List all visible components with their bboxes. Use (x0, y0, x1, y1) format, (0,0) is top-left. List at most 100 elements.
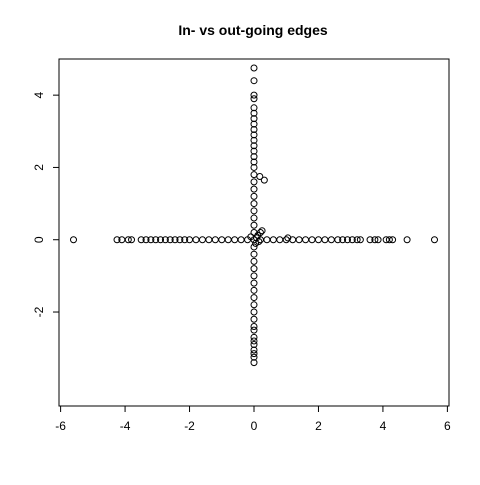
data-point (250, 171, 258, 179)
data-point (284, 234, 292, 242)
x-tick-label: -6 (55, 419, 66, 433)
data-point (250, 178, 258, 186)
data-point (250, 120, 258, 128)
data-point (70, 236, 78, 244)
x-tick-label: -4 (120, 419, 131, 433)
data-point (250, 192, 258, 200)
data-point (113, 236, 121, 244)
data-point (198, 236, 206, 244)
data-point (258, 227, 266, 235)
y-axis: -2 0 2 4 (32, 91, 60, 317)
data-point (250, 350, 258, 358)
data-point (250, 308, 258, 316)
data-point (250, 301, 258, 309)
data-point (250, 136, 258, 144)
data-point (250, 91, 258, 99)
data-point (181, 236, 189, 244)
data-point (250, 200, 258, 208)
data-point (389, 236, 397, 244)
data-point (250, 341, 258, 349)
data-point (247, 233, 255, 241)
data-point (176, 236, 184, 244)
data-point (374, 236, 382, 244)
data-point (250, 257, 258, 265)
data-points (70, 64, 438, 367)
data-point (157, 236, 165, 244)
data-point (276, 236, 284, 244)
data-point (252, 239, 260, 247)
data-point (250, 158, 258, 166)
data-point (166, 236, 174, 244)
data-point (250, 250, 258, 258)
data-point (137, 236, 145, 244)
data-point (192, 236, 200, 244)
x-axis: -6 -4 -2 0 2 4 6 (55, 405, 451, 433)
data-point (403, 236, 411, 244)
data-point (250, 359, 258, 367)
y-tick-label: 0 (32, 236, 46, 243)
data-point (250, 243, 258, 251)
data-point (250, 131, 258, 139)
data-point (356, 236, 364, 244)
data-point (250, 337, 258, 345)
data-point (295, 236, 303, 244)
data-point (250, 294, 258, 302)
data-point (366, 236, 374, 244)
data-point (263, 236, 271, 244)
chart-title: In- vs out-going edges (178, 22, 328, 38)
x-tick-label: 6 (444, 419, 451, 433)
data-point (334, 236, 342, 244)
data-point (124, 236, 132, 244)
data-point (250, 214, 258, 222)
data-point (205, 236, 213, 244)
y-tick-label: 4 (32, 91, 46, 98)
data-point (339, 236, 347, 244)
data-point (250, 125, 258, 133)
x-tick-label: -2 (184, 419, 195, 433)
data-point (348, 236, 356, 244)
data-point (250, 322, 258, 330)
data-point (161, 236, 169, 244)
data-point (237, 236, 245, 244)
data-point (250, 147, 258, 155)
data-point (250, 286, 258, 294)
data-point (142, 236, 150, 244)
data-point (314, 236, 322, 244)
data-point (321, 236, 329, 244)
data-point (250, 353, 258, 361)
data-point (250, 315, 258, 323)
data-point (250, 115, 258, 123)
data-point (152, 236, 160, 244)
data-point (430, 236, 438, 244)
data-point (327, 236, 335, 244)
data-point (250, 163, 258, 171)
x-tick-label: 4 (380, 419, 387, 433)
data-point (218, 236, 226, 244)
data-point (343, 236, 351, 244)
x-tick-label: 2 (315, 419, 322, 433)
data-point (250, 185, 258, 193)
data-point (250, 279, 258, 287)
data-point (250, 333, 258, 341)
data-point (128, 236, 136, 244)
data-point (250, 104, 258, 112)
data-point (250, 95, 258, 103)
data-point (250, 109, 258, 117)
data-point (256, 172, 264, 180)
data-point (385, 236, 393, 244)
data-point (282, 236, 290, 244)
y-tick-label: -2 (32, 306, 46, 317)
data-point (250, 265, 258, 273)
data-point (250, 221, 258, 229)
data-point (250, 207, 258, 215)
x-tick-label: 0 (251, 419, 258, 433)
data-point (250, 142, 258, 150)
data-point (353, 236, 361, 244)
data-point (250, 77, 258, 85)
data-point (371, 236, 379, 244)
data-point (308, 236, 316, 244)
data-point (302, 236, 310, 244)
data-point (147, 236, 155, 244)
